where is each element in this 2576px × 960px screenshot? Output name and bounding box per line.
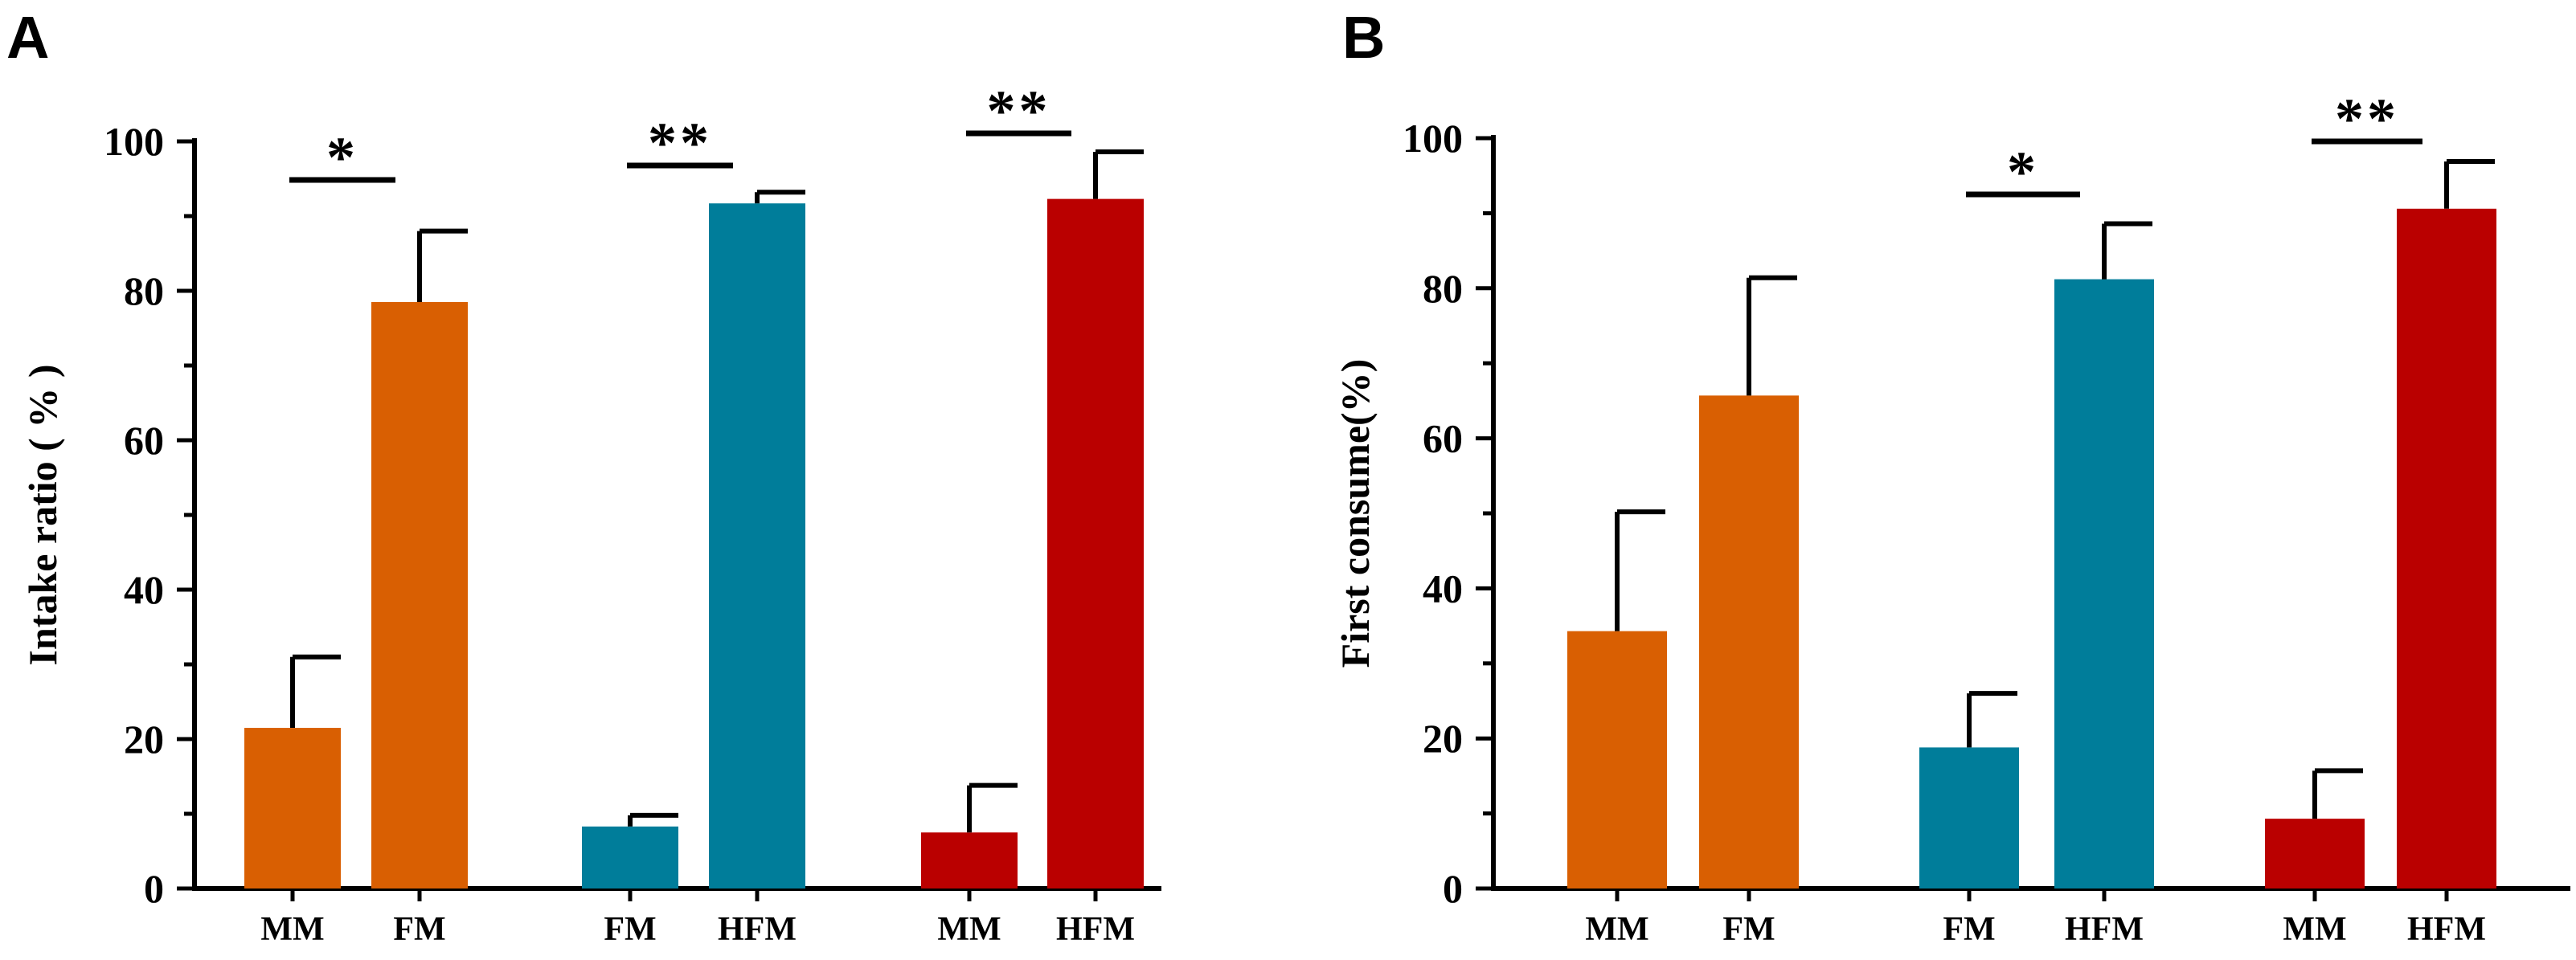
y-axis-title: Intake ratio ( % ) (20, 365, 65, 666)
significance-marker: * (326, 125, 358, 190)
panel-b: B First consume(%) 0 20 40 60 80 100 MM FM FM HFM * M… (1333, 4, 2570, 948)
bar (2054, 279, 2154, 889)
y-tick-label: 60 (1423, 416, 1463, 461)
y-tick-label: 0 (144, 866, 164, 911)
x-tick-label: HFM (2407, 911, 2486, 948)
x-tick-label: HFM (718, 911, 797, 948)
x-tick-label: FM (1943, 911, 1995, 948)
y-tick-label: 20 (1423, 716, 1463, 761)
panel-a: A Intake ratio ( % ) 0 20 40 60 80 100 MM FM * FM HF… (6, 4, 1161, 948)
bar (1919, 747, 2019, 889)
x-tick-label: MM (2283, 911, 2346, 948)
bar (2265, 819, 2365, 889)
bar (709, 203, 805, 889)
x-tick-label: MM (937, 911, 1001, 948)
significance-marker: ** (648, 111, 712, 175)
bar (582, 826, 678, 889)
bar (1047, 198, 1144, 889)
bar (2397, 208, 2496, 889)
x-tick-label: FM (1722, 911, 1775, 948)
y-tick-label: 40 (1423, 566, 1463, 611)
bar (1567, 631, 1667, 889)
x-tick-label: FM (604, 911, 656, 948)
y-tick-label: 0 (1443, 866, 1463, 911)
panel-label: B (1342, 4, 1385, 71)
y-tick-label: 100 (104, 119, 164, 164)
y-tick-label: 80 (1423, 266, 1463, 311)
y-tick-label: 60 (124, 418, 164, 463)
x-tick-label: HFM (2065, 911, 2144, 948)
significance-marker: ** (987, 79, 1051, 143)
bar (921, 832, 1018, 889)
bar (371, 301, 468, 889)
y-tick-label: 100 (1403, 116, 1463, 161)
panel-label: A (6, 4, 49, 71)
bar (1699, 395, 1799, 889)
y-tick-label: 80 (124, 268, 164, 313)
x-tick-label: MM (1585, 911, 1648, 948)
y-tick-label: 40 (124, 567, 164, 612)
x-tick-label: MM (260, 911, 324, 948)
significance-marker: * (2007, 140, 2039, 204)
bar (244, 728, 341, 889)
y-axis-title: First consume(%) (1333, 359, 1378, 668)
x-tick-label: FM (393, 911, 445, 948)
significance-marker: ** (2335, 87, 2399, 151)
y-tick-label: 20 (124, 717, 164, 762)
x-tick-label: HFM (1056, 911, 1135, 948)
